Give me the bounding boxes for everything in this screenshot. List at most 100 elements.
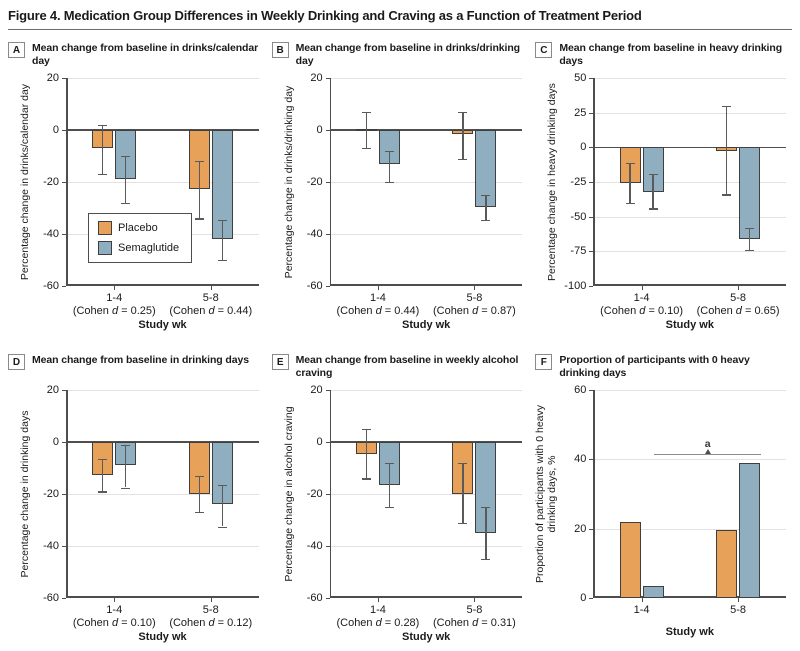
x-axis-line [329,596,523,598]
error-bar-cap [361,111,371,114]
x-axis-line [329,284,523,286]
gridline [329,546,523,547]
x-tick-label: 1-4 [369,292,386,304]
legend-swatch-semaglutide [98,241,112,256]
zero-line [329,129,523,131]
cohen-d-label: (Cohen d = 0.31) [433,617,516,629]
y-tick [325,598,330,599]
x-axis-label: Study wk [138,631,187,643]
bar-placebo-5-8 [716,530,738,598]
gridline [66,390,259,391]
y-tick-label: 40 [574,453,587,466]
y-tick [325,442,330,443]
x-tick-label: 1-4 [106,604,123,616]
gridline [329,390,523,391]
cohen-prefix: (Cohen [432,305,473,317]
error-bar-cap [458,111,468,114]
error-bar-cap [361,429,371,431]
error-bar [221,219,223,260]
y-tick-label: 0 [316,124,323,136]
panel-E: E Mean change from baseline in weekly al… [271,354,529,650]
bar-semaglutide-1-4 [642,585,664,598]
significance-line [654,454,762,456]
error-bar [125,444,127,488]
cohen-symbol: d [375,617,382,629]
cohen-d-label: (Cohen d = 0.25) [73,305,156,317]
gridline [329,234,523,235]
gridline [66,78,259,79]
error-bar [462,111,464,159]
cohen-symbol: d [639,305,646,317]
x-tick-label: 1-4 [633,604,650,616]
panel-C-letter: C [535,42,553,58]
y-tick [62,234,66,235]
x-tick-label: 5-8 [202,292,219,304]
x-tick [377,598,379,602]
cohen-value: = 0.31) [478,617,516,629]
x-axis-label: Study wk [665,626,714,638]
x-tick [114,598,116,602]
error-bar-cap [121,444,131,446]
error-bar-cap [384,507,394,509]
significance-caret-icon [704,448,711,454]
x-tick [114,286,116,290]
error-bar-cap [121,487,131,489]
error-bar [485,195,487,220]
y-tick-label: -20 [43,488,59,500]
y-tick [62,78,66,79]
cohen-prefix: (Cohen [432,617,473,629]
y-tick-label: -25 [570,176,587,188]
error-bar-cap [481,507,491,509]
cohen-value: = 0.44) [214,305,253,317]
legend-item: Semaglutide [98,241,180,256]
error-bar-cap [481,219,491,221]
y-tick [62,130,66,131]
error-bar-cap [648,173,658,175]
error-bar [125,156,127,203]
error-bar-cap [194,512,204,514]
error-bar [198,161,200,219]
cohen-prefix: (Cohen [72,305,112,317]
panel-B-title: Mean change from baseline in drinks/drin… [295,42,520,67]
y-axis-label: Percentage change in drinks/calendar day [19,83,31,281]
cohen-value: = 0.10) [645,305,684,317]
y-tick [62,494,66,495]
legend-label: Semaglutide [118,242,180,255]
error-bar-cap [722,194,732,196]
y-tick-label: -60 [306,280,323,292]
error-bar-cap [98,458,108,461]
x-axis-line [593,596,786,598]
gridline [329,182,523,183]
zero-line [329,441,523,443]
error-bar [748,227,751,250]
error-bar-cap [194,161,204,163]
cohen-value: = 0.10) [118,617,156,629]
cohen-symbol: d [111,617,119,629]
panel-D: D Mean change from baseline in drinking … [8,354,265,650]
panel-A-letter: A [8,42,25,58]
x-tick-label: 5-8 [730,292,747,304]
zero-line [593,146,786,149]
gridline [593,78,786,79]
panel-F: F Proportion of participants with 0 heav… [534,354,792,650]
gridline [593,112,786,114]
bar-semaglutide-5-8 [739,147,761,239]
cohen-d-label: (Cohen d = 0.44) [336,305,419,317]
x-axis-line [66,596,259,598]
y-tick-label: 25 [574,106,587,119]
y-axis-label: Percentage change in alcohol craving [282,406,295,582]
legend: Placebo Semaglutide [88,213,193,264]
cohen-value: = 0.65) [741,305,780,317]
y-tick-label: -75 [570,245,587,258]
y-tick [325,494,330,495]
x-axis-label: Study wk [665,319,714,331]
error-bar-cap [384,182,394,184]
y-tick-label: -100 [564,280,587,292]
gridline [593,459,786,461]
y-tick [325,546,330,547]
y-tick [325,286,330,287]
error-bar-cap [217,484,227,487]
y-tick [325,130,330,131]
gridline [66,182,259,183]
x-axis-label: Study wk [138,319,187,331]
